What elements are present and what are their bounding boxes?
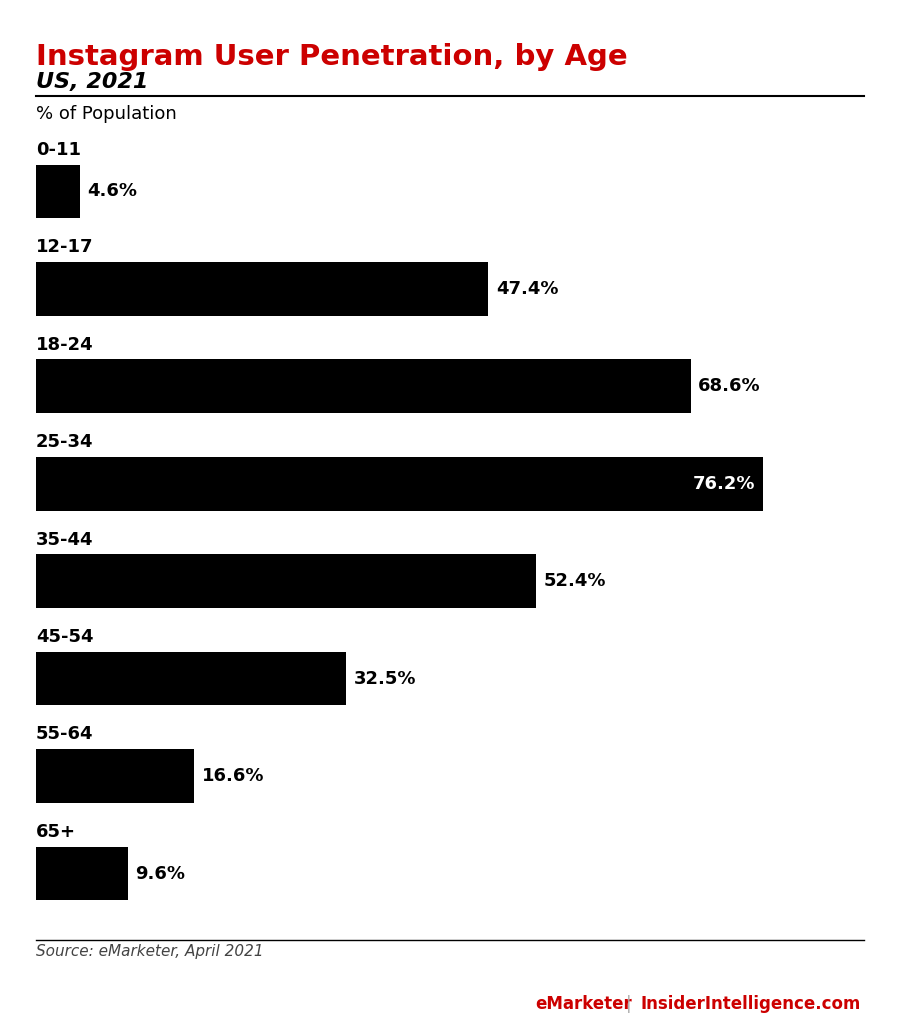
Text: Source: eMarketer, April 2021: Source: eMarketer, April 2021 [36,944,264,959]
Text: 55-64: 55-64 [36,725,94,743]
Text: 65+: 65+ [36,823,76,841]
Text: 47.4%: 47.4% [496,280,558,298]
Bar [36,652,346,706]
Text: 18-24: 18-24 [36,336,94,353]
Bar [36,847,128,900]
Bar [36,262,489,315]
Text: eMarketer: eMarketer [536,994,632,1013]
Text: 35-44: 35-44 [36,530,94,549]
Bar [36,457,763,511]
Text: US, 2021: US, 2021 [36,72,148,92]
Text: 32.5%: 32.5% [354,670,417,688]
Text: |: | [626,994,631,1013]
Text: 52.4%: 52.4% [544,572,606,590]
Text: 16.6%: 16.6% [202,767,265,785]
Text: 9.6%: 9.6% [135,864,185,883]
Bar [36,165,80,218]
Text: % of Population: % of Population [36,105,176,124]
Bar [36,554,536,608]
Bar [36,359,690,413]
Text: Instagram User Penetration, by Age: Instagram User Penetration, by Age [36,43,627,71]
Text: 0-11: 0-11 [36,140,81,159]
Text: InsiderIntelligence.com: InsiderIntelligence.com [641,994,861,1013]
Text: 12-17: 12-17 [36,239,94,256]
Text: 68.6%: 68.6% [698,377,760,395]
Text: 45-54: 45-54 [36,628,94,646]
Bar [36,750,194,803]
Text: 76.2%: 76.2% [693,475,755,493]
Text: 25-34: 25-34 [36,433,94,452]
Text: 4.6%: 4.6% [87,182,138,201]
